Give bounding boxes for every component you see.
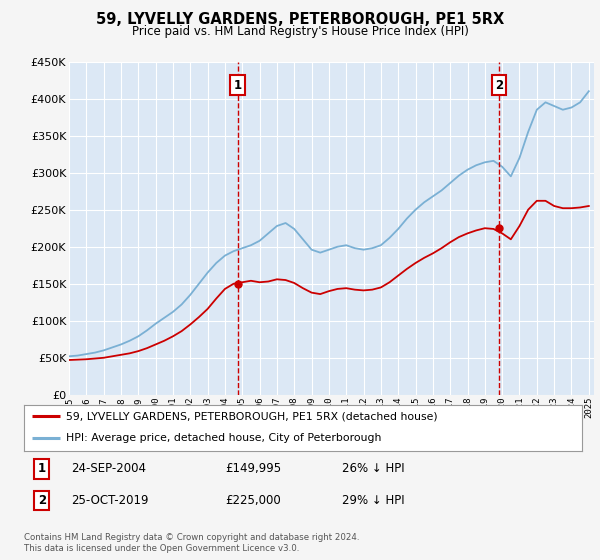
Text: 24-SEP-2004: 24-SEP-2004: [71, 462, 146, 475]
Text: HPI: Average price, detached house, City of Peterborough: HPI: Average price, detached house, City…: [66, 433, 381, 444]
Text: 59, LYVELLY GARDENS, PETERBOROUGH, PE1 5RX (detached house): 59, LYVELLY GARDENS, PETERBOROUGH, PE1 5…: [66, 412, 437, 421]
Text: £149,995: £149,995: [225, 462, 281, 475]
Text: 29% ↓ HPI: 29% ↓ HPI: [342, 494, 404, 507]
Text: 59, LYVELLY GARDENS, PETERBOROUGH, PE1 5RX: 59, LYVELLY GARDENS, PETERBOROUGH, PE1 5…: [96, 12, 504, 27]
Text: 2: 2: [495, 79, 503, 92]
Text: 1: 1: [38, 462, 46, 475]
Text: Contains HM Land Registry data © Crown copyright and database right 2024.
This d: Contains HM Land Registry data © Crown c…: [24, 533, 359, 553]
Text: £225,000: £225,000: [225, 494, 281, 507]
Text: 2: 2: [38, 494, 46, 507]
Text: 25-OCT-2019: 25-OCT-2019: [71, 494, 149, 507]
Text: 26% ↓ HPI: 26% ↓ HPI: [342, 462, 404, 475]
Text: 1: 1: [233, 79, 242, 92]
Text: Price paid vs. HM Land Registry's House Price Index (HPI): Price paid vs. HM Land Registry's House …: [131, 25, 469, 38]
